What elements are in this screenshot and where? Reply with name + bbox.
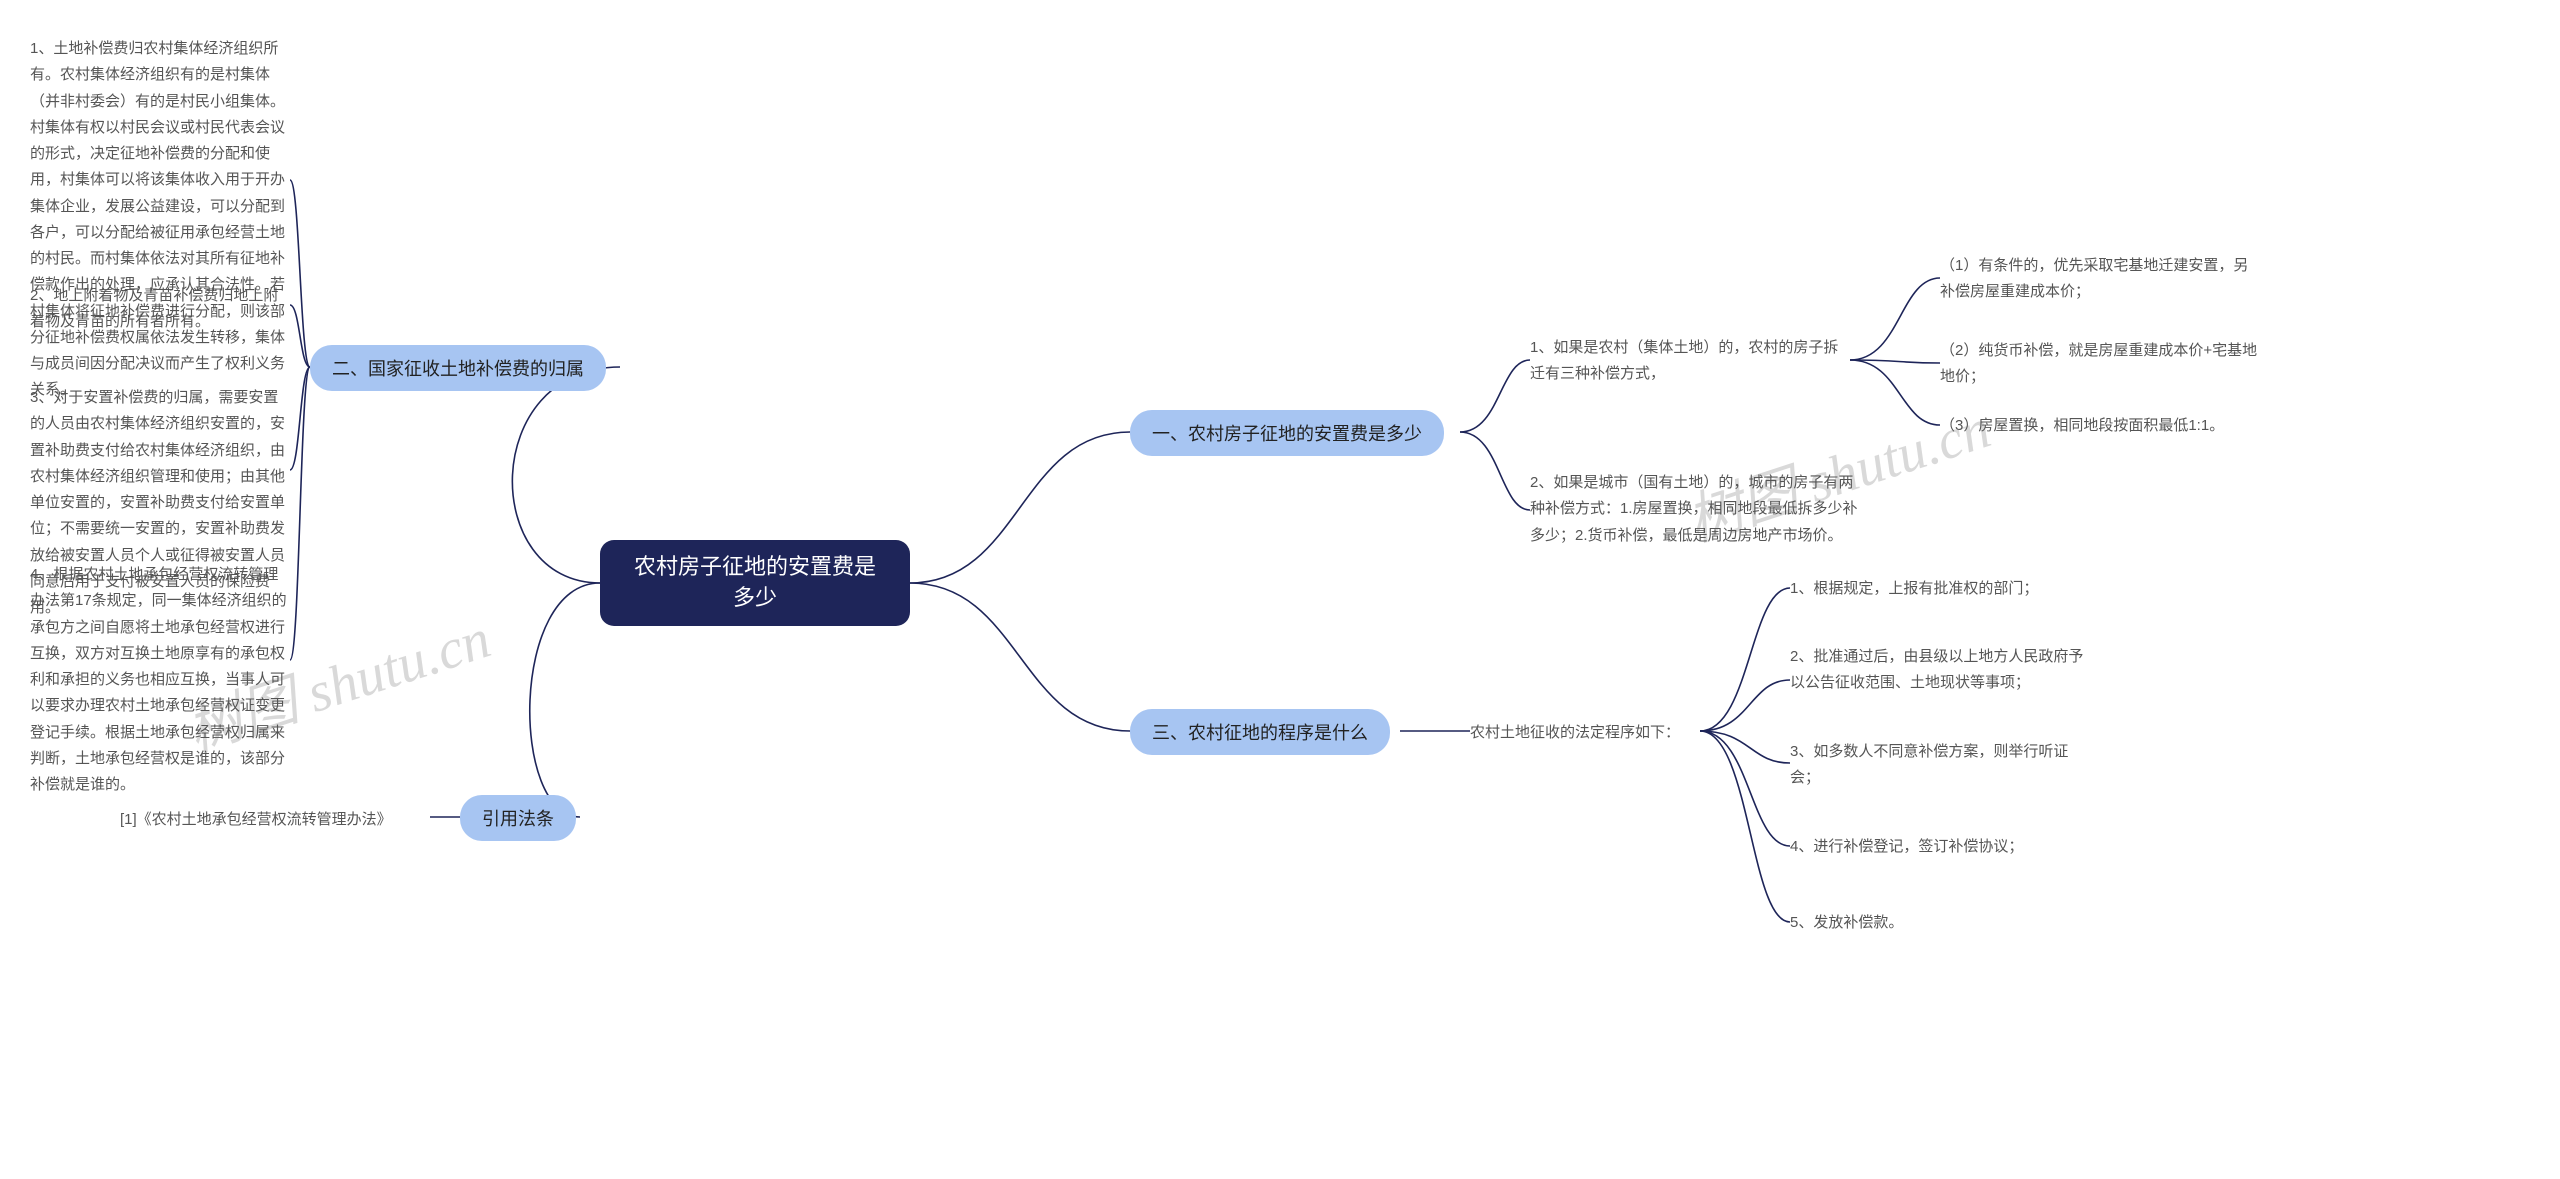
branch-section-1[interactable]: 一、农村房子征地的安置费是多少 (1130, 410, 1444, 456)
leaf-b2-2: 2、地上附着物及青苗补偿费归地上附着物及青苗的所有者所有。 (30, 283, 290, 336)
leaf-b3-intro: 农村土地征收的法定程序如下： (1470, 720, 1700, 746)
root-node[interactable]: 农村房子征地的安置费是多少 (600, 540, 910, 626)
leaf-b3-step2: 2、批准通过后，由县级以上地方人民政府予以公告征收范围、土地现状等事项； (1790, 644, 2090, 697)
leaf-b1-2: 2、如果是城市（国有土地）的，城市的房子有两种补偿方式：1.房屋置换，相同地段最… (1530, 470, 1860, 549)
branch-section-2[interactable]: 二、国家征收土地补偿费的归属 (310, 345, 606, 391)
leaf-b3-step5: 5、发放补偿款。 (1790, 910, 2090, 936)
leaf-b3-step4: 4、进行补偿登记，签订补偿协议； (1790, 834, 2090, 860)
leaf-b1-1b: （2）纯货币补偿，就是房屋重建成本价+宅基地地价； (1940, 338, 2260, 391)
branch-section-3[interactable]: 三、农村征地的程序是什么 (1130, 709, 1390, 755)
leaf-b1-1: 1、如果是农村（集体土地）的，农村的房子拆迁有三种补偿方式， (1530, 335, 1850, 388)
leaf-b2-4: 4、根据农村土地承包经营权流转管理办法第17条规定，同一集体经济组织的承包方之间… (30, 562, 290, 798)
branch-references[interactable]: 引用法条 (460, 795, 576, 841)
leaf-b2-1: 1、土地补偿费归农村集体经济组织所有。农村集体经济组织有的是村集体（并非村委会）… (30, 36, 290, 404)
leaf-b1-1c: （3）房屋置换，相同地段按面积最低1:1。 (1940, 413, 2260, 439)
leaf-b3-step1: 1、根据规定，上报有批准权的部门； (1790, 576, 2090, 602)
leaf-b3-step3: 3、如多数人不同意补偿方案，则举行听证会； (1790, 739, 2090, 792)
leaf-b1-1a: （1）有条件的，优先采取宅基地迁建安置，另补偿房屋重建成本价； (1940, 253, 2260, 306)
leaf-b4-ref1: [1]《农村土地承包经营权流转管理办法》 (120, 807, 430, 833)
